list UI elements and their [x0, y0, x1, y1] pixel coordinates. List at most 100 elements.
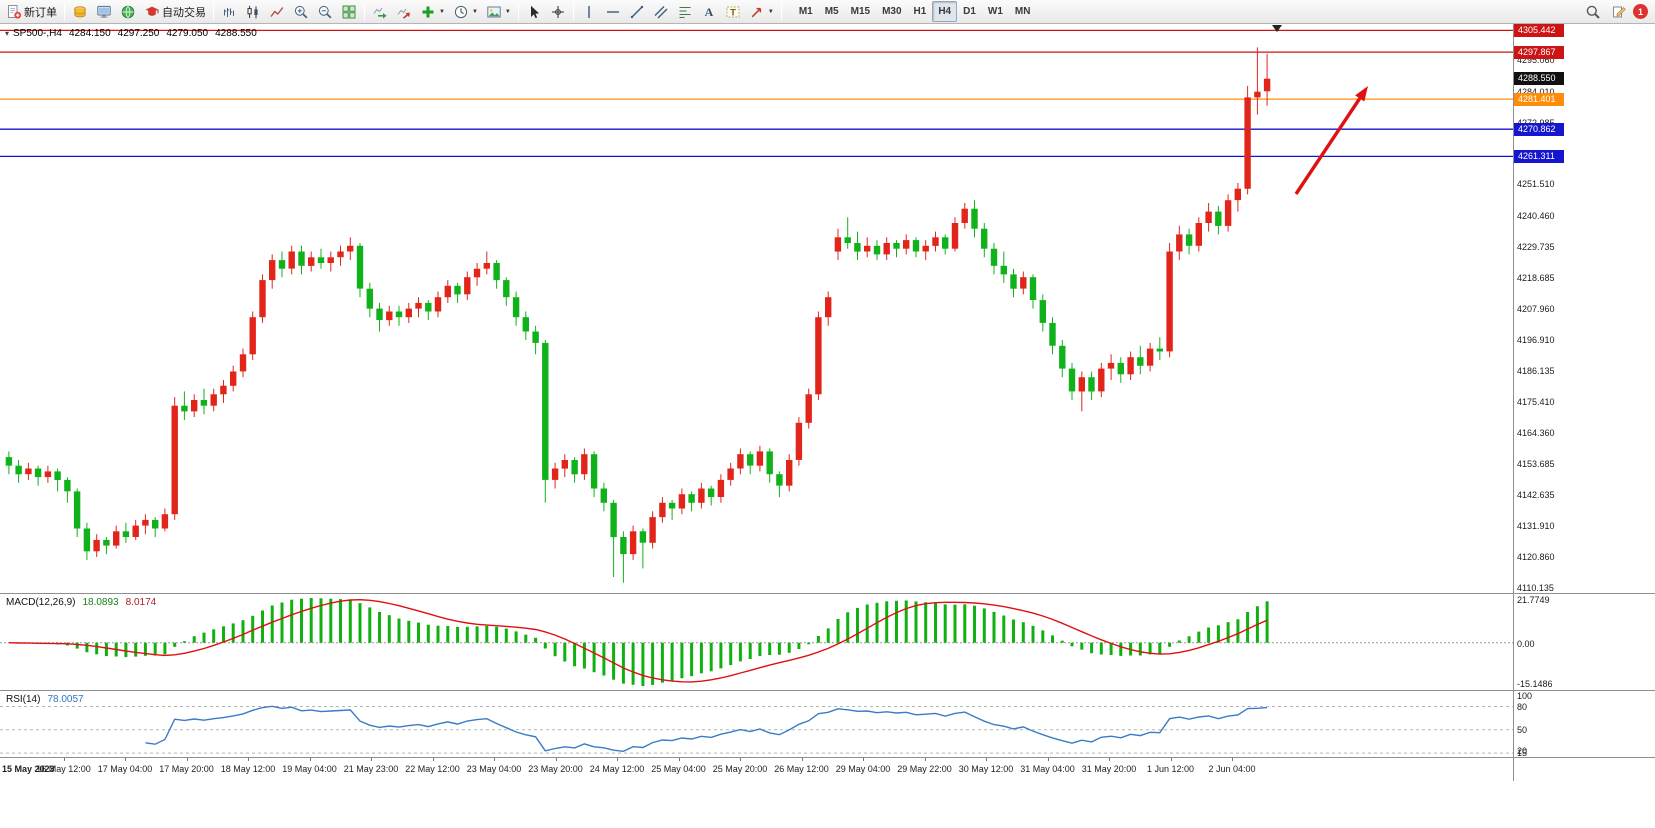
chart-shift-button[interactable] — [392, 1, 416, 22]
text-tool-button[interactable]: A — [697, 1, 721, 22]
tile-windows-button[interactable] — [337, 1, 361, 22]
timeframe-m5-button[interactable]: M5 — [819, 1, 845, 22]
timeframe-h4-button[interactable]: H4 — [932, 1, 958, 22]
candle-body — [522, 317, 529, 332]
candle-body — [249, 317, 256, 355]
candle-body — [483, 263, 490, 269]
time-axis-label: 17 May 04:00 — [97, 764, 153, 774]
time-axis-label: 16 May 12:00 — [36, 764, 91, 774]
candle-body — [649, 517, 656, 543]
timeframe-mn-button[interactable]: MN — [1009, 1, 1037, 22]
notification-badge[interactable]: 1 — [1633, 4, 1648, 19]
candle-body — [308, 257, 315, 266]
candle-body — [1078, 377, 1085, 392]
template-picture-icon — [487, 6, 501, 17]
rsi-canvas[interactable] — [0, 691, 1513, 757]
time-axis-tick — [801, 758, 803, 761]
candle-body — [298, 251, 305, 266]
macd-signal-value: 8.0174 — [125, 597, 157, 608]
notification-count: 1 — [1637, 6, 1643, 17]
candle-body — [1146, 348, 1154, 366]
candlestick-chart-button[interactable] — [241, 1, 265, 22]
timeframe-m1-button[interactable]: M1 — [793, 1, 819, 22]
candle-body — [288, 251, 295, 269]
candle-body — [493, 263, 500, 281]
time-axis-tick — [986, 758, 987, 761]
candle-body — [152, 519, 159, 529]
text-label-button[interactable]: T — [721, 1, 745, 22]
crosshair-button[interactable] — [546, 1, 570, 22]
time-axis-tick — [555, 758, 557, 761]
candle-body — [230, 371, 237, 386]
text-label-icon: T — [726, 6, 740, 18]
time-axis-tick — [863, 758, 864, 761]
candle-body — [854, 243, 861, 252]
candle-body — [766, 451, 773, 475]
pencil-icon — [1613, 6, 1626, 17]
macd-name: MACD(12,26,9) — [6, 597, 76, 608]
macd-label: MACD(12,26,9) 18.0893 8.0174 — [6, 597, 156, 608]
candle-body — [191, 400, 198, 412]
zoom-out-button[interactable] — [313, 1, 337, 22]
candle-body — [395, 311, 403, 318]
line-chart-button[interactable] — [265, 1, 289, 22]
zoom-in-button[interactable] — [289, 1, 313, 22]
macd-canvas[interactable] — [0, 594, 1513, 690]
trend-arrow[interactable] — [1294, 97, 1362, 195]
candle-body — [15, 465, 22, 475]
timeframe-d1-button[interactable]: D1 — [957, 1, 982, 22]
terminal-button[interactable] — [92, 1, 116, 22]
time-axis[interactable]: 15 May 2023 16 May 12:00 17 May 04:00 17 Ma… — [0, 757, 1655, 781]
time-axis-tick — [1170, 758, 1172, 761]
candle-body — [786, 460, 793, 486]
periods-button[interactable]: ▼ — [449, 1, 482, 22]
new-order-label: 新订单 — [24, 6, 57, 19]
horizontal-line-icon — [606, 10, 619, 13]
price-line-badge: 4281.401 — [1514, 92, 1564, 106]
trend-arrow-head[interactable] — [1355, 86, 1368, 102]
symbol-period-label: SP500-,H4 — [13, 28, 62, 39]
auto-scroll-button[interactable] — [368, 1, 392, 22]
price-axis-label: 4120.860 — [1517, 552, 1555, 563]
candle-body — [951, 223, 959, 249]
toolbar-separator — [517, 3, 519, 20]
time-axis-tick — [432, 758, 434, 761]
timeframe-w1-button[interactable]: W1 — [982, 1, 1009, 22]
candle-body — [600, 488, 607, 503]
rsi-line — [145, 705, 1268, 753]
toolbar-separator — [213, 3, 214, 20]
new-order-button[interactable]: 新订单 — [2, 1, 61, 22]
indicators-button[interactable]: ▼ — [416, 1, 449, 22]
auto-trading-button[interactable]: 自动交易 — [140, 1, 210, 22]
rsi-axis-label: 100 — [1517, 691, 1533, 701]
vertical-line-button[interactable] — [577, 1, 601, 22]
candle-body — [727, 468, 734, 480]
candle-body — [1205, 211, 1212, 223]
market-watch-button[interactable] — [68, 1, 92, 22]
close-value: 4288.550 — [215, 28, 257, 39]
equidistant-channel-button[interactable] — [649, 1, 673, 22]
price-axis-label: 4229.735 — [1517, 241, 1555, 252]
chart-shift-marker[interactable] — [1272, 25, 1282, 32]
timeframe-m30-button[interactable]: M30 — [876, 1, 907, 22]
candle-body — [659, 502, 666, 518]
candle-body — [1185, 234, 1193, 246]
arrows-tool-button[interactable]: ▼ — [745, 1, 778, 22]
timeframe-m15-button[interactable]: M15 — [845, 1, 876, 22]
bar-chart-button[interactable] — [217, 1, 241, 22]
navigator-button[interactable] — [116, 1, 140, 22]
timeframe-h1-button[interactable]: H1 — [908, 1, 933, 22]
templates-button[interactable]: ▼ — [482, 1, 515, 22]
time-axis-label: 2 Jun 04:00 — [1208, 764, 1256, 774]
compose-button[interactable] — [1607, 1, 1631, 22]
cursor-button[interactable] — [522, 1, 546, 22]
text-tool-icon: A — [705, 5, 714, 19]
horizontal-line-button[interactable] — [601, 1, 625, 22]
price-axis-label: 4218.685 — [1517, 273, 1555, 284]
fibonacci-button[interactable] — [673, 1, 697, 22]
search-button[interactable] — [1581, 1, 1605, 22]
candlestick-chart-canvas[interactable] — [0, 24, 1513, 593]
trendline-button[interactable] — [625, 1, 649, 22]
candle-body — [25, 468, 32, 475]
candle-body — [278, 260, 286, 269]
